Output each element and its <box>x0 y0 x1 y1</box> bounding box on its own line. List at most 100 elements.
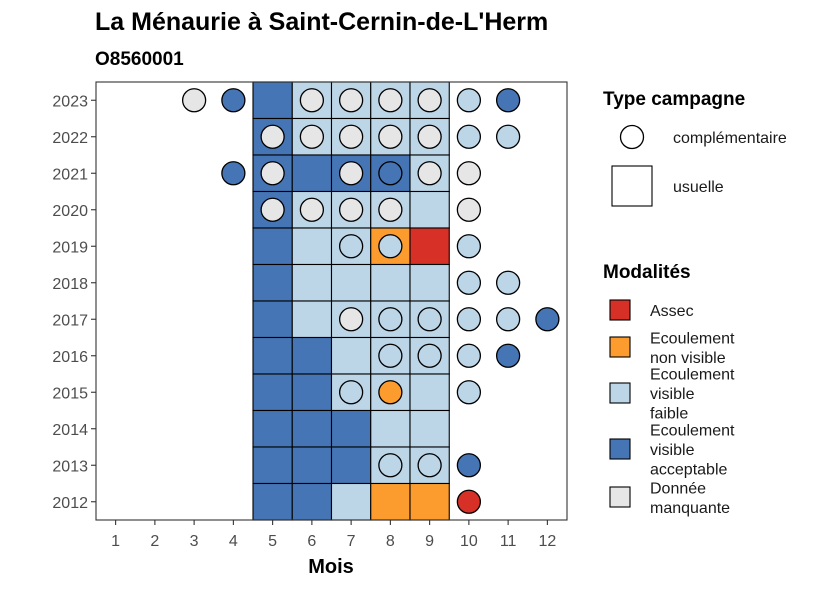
usuelle-cell-2014-9 <box>409 409 450 448</box>
legend-type-key-usuelle <box>611 165 653 207</box>
usuelle-cell-2012-9 <box>409 482 450 521</box>
usuelle-cell-2017-6 <box>291 300 333 339</box>
complementaire-dot-2020-7 <box>338 197 364 222</box>
y-tick-label-2013: 2013 <box>52 458 88 475</box>
usuelle-cells <box>252 81 450 521</box>
y-tick-label-2014: 2014 <box>52 422 88 439</box>
y-tick-label-2020: 2020 <box>52 203 88 220</box>
complementaire-dot-2018-10 <box>456 270 482 295</box>
y-tick-label-2018: 2018 <box>52 276 88 293</box>
complementaire-dot-2017-7 <box>338 307 364 332</box>
complementaire-dot-2021-4 <box>221 161 246 186</box>
complementaire-dot-2022-10 <box>456 124 482 149</box>
x-tick-label-2: 2 <box>150 533 159 550</box>
complementaire-dot-2023-7 <box>338 88 364 113</box>
complementaire-dot-2021-5 <box>260 161 285 186</box>
x-tick-label-7: 7 <box>347 533 356 550</box>
usuelle-cell-2018-8 <box>370 263 411 302</box>
plot-panel-border <box>95 81 568 521</box>
complementaire-dot-2015-8 <box>378 380 403 405</box>
legend-type-label-usuelle: usuelle <box>673 179 724 196</box>
complementaire-dot-2015-10 <box>456 380 482 405</box>
usuelle-cell-2021-8 <box>370 154 411 193</box>
x-tick-label-4: 4 <box>229 533 238 550</box>
legend-type-label-complementaire: complémentaire <box>673 130 787 147</box>
usuelle-cell-2019-6 <box>291 227 333 266</box>
y-tick-label-2021: 2021 <box>52 166 88 183</box>
complementaire-dot-2013-10 <box>456 453 482 478</box>
complementaire-dot-2018-11 <box>495 270 521 295</box>
usuelle-cell-2013-7 <box>330 446 372 485</box>
complementaire-dot-2020-5 <box>260 197 285 222</box>
complementaire-dot-2022-9 <box>417 124 442 149</box>
y-axis: 2023 2022 2021 2020 2019 2018 2017 2016 2015 2014… <box>52 93 96 512</box>
usuelle-cell-2014-5 <box>252 409 293 448</box>
y-tick-label-2019: 2019 <box>52 239 88 256</box>
complementaire-dot-2023-6 <box>299 88 325 113</box>
x-tick-label-9: 9 <box>425 533 434 550</box>
complementaire-dot-2020-8 <box>378 197 403 222</box>
complementaire-dot-2013-9 <box>417 453 442 478</box>
complementaire-dot-2016-8 <box>378 343 403 368</box>
complementaire-dot-2022-11 <box>495 124 521 149</box>
complementaire-dot-2020-6 <box>299 197 325 222</box>
x-tick-label-1: 1 <box>111 533 120 550</box>
complementaire-dot-2021-10 <box>456 161 482 186</box>
usuelle-cell-2016-6 <box>291 336 333 375</box>
usuelle-cell-2018-9 <box>409 263 450 302</box>
legend-modalite-label-donnee_manquante: Donnée manquante <box>650 480 730 517</box>
usuelle-cell-2013-6 <box>291 446 333 485</box>
usuelle-cell-2012-7 <box>330 482 372 521</box>
usuelle-cell-2016-7 <box>330 336 372 375</box>
complementaire-dot-2019-8 <box>378 234 403 259</box>
complementaire-dot-2017-11 <box>495 307 521 332</box>
complementaire-dot-2016-10 <box>456 343 482 368</box>
usuelle-cell-2012-8 <box>370 482 411 521</box>
complementaire-dot-2022-8 <box>378 124 403 149</box>
usuelle-cell-2019-5 <box>252 227 293 266</box>
chart-subtitle: O8560001 <box>95 49 184 70</box>
legend-type-campagne: Type campagne complémentaire usuelle <box>603 89 787 207</box>
complementaire-dot-2015-7 <box>338 380 364 405</box>
usuelle-cell-2018-5 <box>252 263 293 302</box>
complementaire-dot-2017-10 <box>456 307 482 332</box>
complementaire-dot-2022-7 <box>338 124 364 149</box>
x-tick-label-5: 5 <box>268 533 277 550</box>
legend-modalite-label-ecoulement_non_visible: Ecoulement non visible <box>650 330 735 367</box>
legend-type-title: Type campagne <box>603 89 745 110</box>
legend-modalite-label-ecoulement_visible_faible: Ecoulement visible faible <box>650 367 735 423</box>
complementaire-dot-2022-6 <box>299 124 325 149</box>
legend-modalite-key-assec <box>609 299 631 321</box>
usuelle-cell-2019-9 <box>409 227 450 266</box>
usuelle-cell-2015-9 <box>409 373 450 412</box>
y-tick-label-2022: 2022 <box>52 130 88 147</box>
complementaire-dot-2017-9 <box>417 307 442 332</box>
complementaire-dot-2016-11 <box>495 343 521 368</box>
complementaire-dot-2023-3 <box>181 88 207 113</box>
legend-modalite-key-ecoulement_visible_faible <box>609 382 631 404</box>
complementaire-dot-2017-12 <box>535 307 560 332</box>
complementaire-dot-2023-4 <box>221 88 246 113</box>
x-tick-label-3: 3 <box>190 533 199 550</box>
usuelle-cell-2012-6 <box>291 482 333 521</box>
usuelle-cell-2014-8 <box>370 409 411 448</box>
usuelle-cell-2016-5 <box>252 336 293 375</box>
complementaire-dot-2021-9 <box>417 161 442 186</box>
y-tick-label-2015: 2015 <box>52 385 88 402</box>
complementaire-dot-2021-8 <box>378 161 403 186</box>
usuelle-cell-2015-5 <box>252 373 293 412</box>
legend-modalite-key-donnee_manquante <box>609 486 631 508</box>
usuelle-cell-2017-5 <box>252 300 293 339</box>
x-axis-title: Mois <box>308 556 354 578</box>
complementaire-dot-2022-5 <box>260 124 285 149</box>
usuelle-cell-2022-7 <box>330 117 372 156</box>
legend-modalite-key-ecoulement_visible_acceptable <box>609 438 631 460</box>
usuelle-cell-2013-5 <box>252 446 293 485</box>
y-tick-label-2023: 2023 <box>52 93 88 110</box>
usuelle-cell-2021-6 <box>291 154 333 193</box>
x-tick-label-6: 6 <box>307 533 316 550</box>
complementaire-dot-2023-11 <box>495 88 521 113</box>
complementaire-dot-2017-8 <box>378 307 403 332</box>
